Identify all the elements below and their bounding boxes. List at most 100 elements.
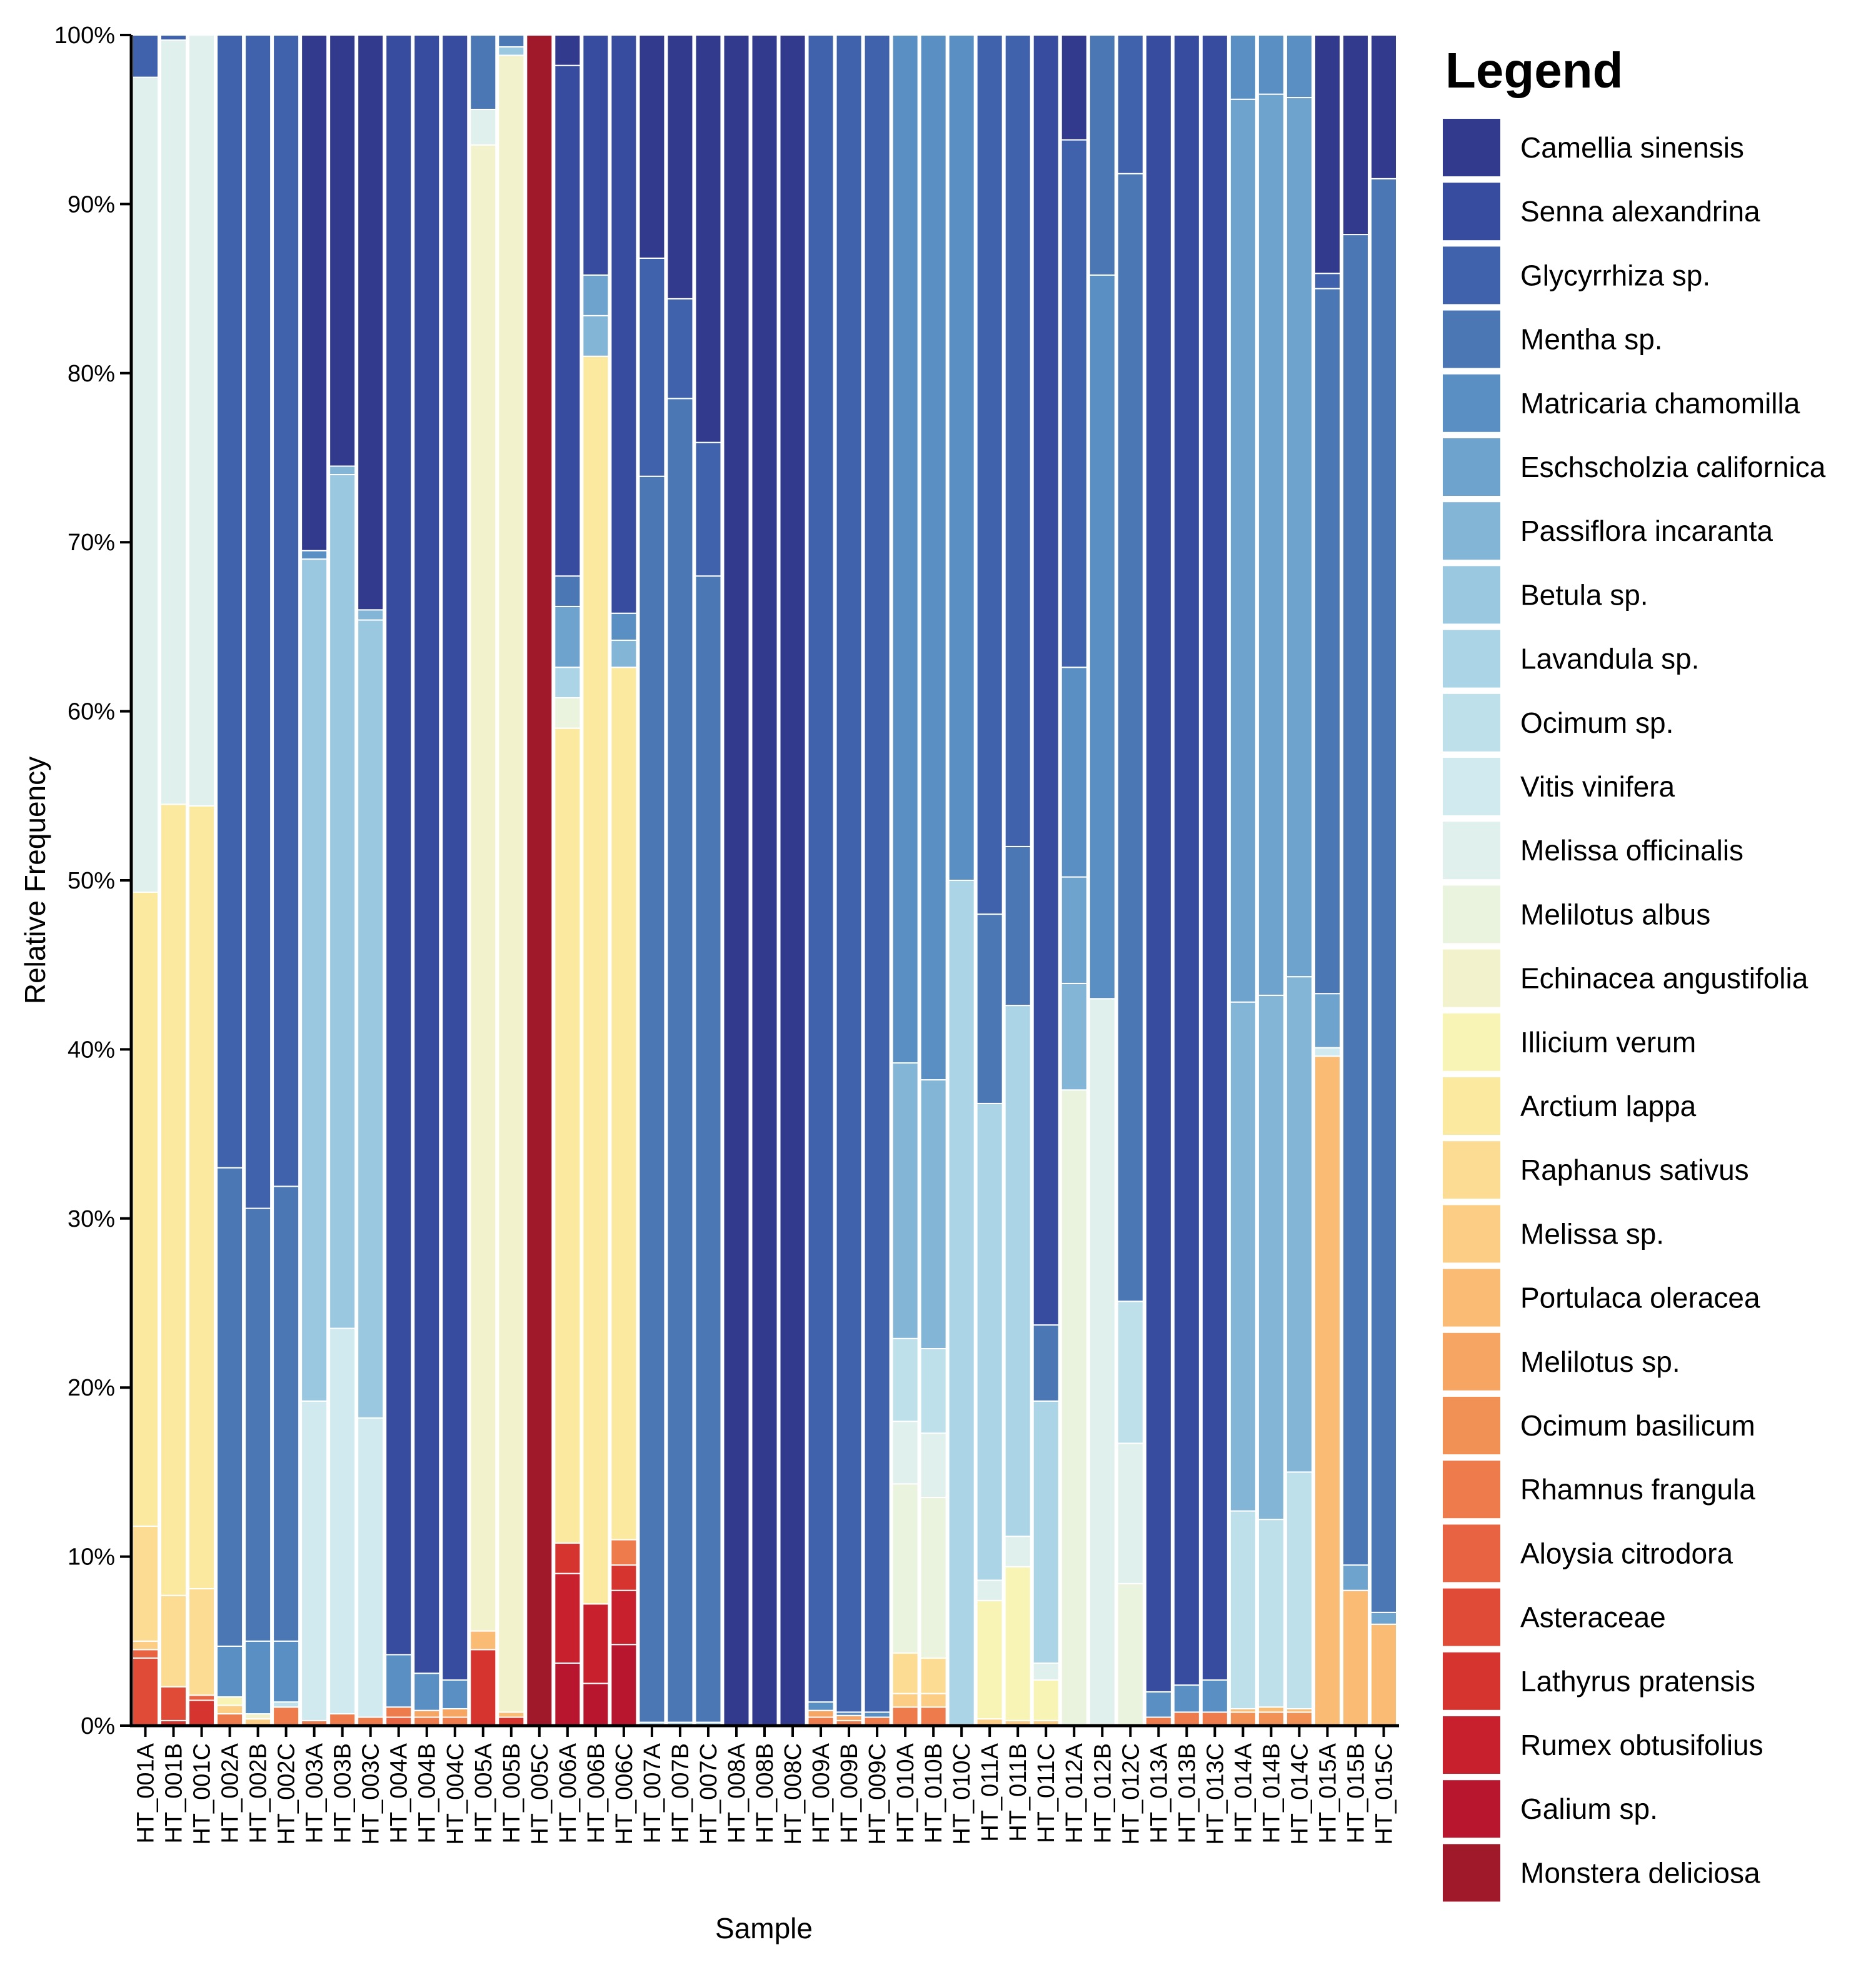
x-tick-label: HT_010B — [921, 1743, 947, 1844]
bar-segment — [1032, 1662, 1060, 1681]
legend-label: Lathyrus pratensis — [1520, 1665, 1755, 1698]
legend-label: Senna alexandrina — [1520, 195, 1760, 228]
bar-segment — [160, 1594, 188, 1688]
legend-swatch — [1443, 758, 1500, 815]
bar-segment — [244, 34, 272, 1209]
x-tick-label: HT_004C — [443, 1743, 469, 1845]
bar-HT_004C — [441, 34, 469, 1726]
bar-HT_015B — [1342, 34, 1369, 1726]
bar-segment — [1116, 173, 1144, 1302]
legend-label: Melissa officinalis — [1520, 834, 1743, 867]
bar-segment — [891, 1062, 919, 1339]
legend-label: Raphanus sativus — [1520, 1154, 1749, 1186]
legend-swatch — [1443, 1397, 1500, 1454]
bar-segment — [498, 34, 525, 48]
bar-segment — [273, 1706, 300, 1727]
bar-HT_012B — [1088, 34, 1116, 1726]
bar-segment — [1060, 876, 1088, 984]
x-tick-label: HT_001C — [189, 1743, 216, 1845]
legend-label: Melilotus sp. — [1520, 1346, 1680, 1378]
bar-segment — [301, 550, 328, 560]
legend-item: Passiflora incaranta — [1443, 502, 1773, 560]
legend: Legend Camellia sinensis Senna alexandrin… — [1443, 43, 1826, 1902]
bar-HT_007A — [638, 34, 666, 1727]
legend-item: Rhamnus frangula — [1443, 1461, 1755, 1519]
x-tick-label: HT_002B — [246, 1743, 272, 1844]
bar-segment — [1060, 139, 1088, 668]
bar-segment — [216, 1645, 244, 1698]
bar-segment — [469, 34, 497, 110]
legend-swatch — [1443, 310, 1500, 368]
bar-segment — [1229, 1711, 1257, 1726]
bar-segment — [329, 465, 356, 476]
bar-HT_008C — [779, 34, 806, 1726]
bar-segment — [498, 1711, 525, 1718]
x-tick-label: HT_008B — [752, 1743, 778, 1844]
bar-segment — [216, 1167, 244, 1647]
legend-swatch — [1443, 1013, 1500, 1071]
legend-item: Ocimum basilicum — [1443, 1397, 1755, 1454]
y-tick-label: 20% — [68, 1375, 115, 1401]
bar-segment — [582, 1683, 609, 1726]
bar-HT_002C — [273, 34, 300, 1727]
bar-segment — [554, 605, 581, 668]
bar-segment — [329, 1713, 356, 1727]
bar-segment — [1004, 1536, 1031, 1567]
x-tick-label: HT_006C — [611, 1743, 638, 1845]
x-tick-label: HT_011B — [1005, 1743, 1031, 1842]
bar-segment — [1173, 1684, 1200, 1713]
x-tick-label: HT_015A — [1315, 1743, 1341, 1843]
bar-HT_012C — [1116, 34, 1144, 1727]
bar-segment — [469, 108, 497, 146]
x-tick-label: HT_013A — [1146, 1743, 1172, 1843]
bar-segment — [1060, 1089, 1088, 1726]
bar-segment — [1285, 976, 1313, 1473]
bar-segment — [554, 1662, 581, 1726]
bar-segment — [1060, 982, 1088, 1091]
legend-swatch — [1443, 119, 1500, 176]
bar-segment — [1313, 1055, 1341, 1726]
bar-segment — [329, 34, 356, 467]
x-tick-label: HT_001A — [133, 1743, 159, 1843]
bar-segment — [582, 355, 609, 1605]
y-tick-label: 10% — [68, 1544, 115, 1571]
legend-swatch — [1443, 1269, 1500, 1327]
bar-segment — [863, 1711, 891, 1718]
bar-segment — [554, 697, 581, 729]
bar-segment — [216, 34, 244, 1169]
bar-HT_004B — [413, 34, 441, 1726]
bar-segment — [469, 1630, 497, 1651]
bar-segment — [1229, 98, 1257, 1003]
legend-label: Passiflora incaranta — [1520, 515, 1773, 547]
x-tick-label: HT_013B — [1174, 1743, 1200, 1844]
bar-segment — [976, 1599, 1003, 1720]
bar-segment — [863, 34, 891, 1713]
bar-HT_010B — [920, 34, 947, 1727]
bar-HT_014C — [1285, 34, 1313, 1726]
bar-HT_006A — [554, 34, 581, 1726]
bar-segment — [638, 475, 666, 1723]
legend-title: Legend — [1445, 43, 1623, 98]
x-tick-label: HT_004A — [386, 1743, 413, 1843]
x-axis-label: Sample — [715, 1912, 813, 1944]
bar-segment — [610, 34, 638, 614]
x-tick-label: HT_006A — [555, 1743, 581, 1843]
legend-swatch — [1443, 246, 1500, 304]
x-tick-label: HT_005A — [471, 1743, 497, 1843]
bar-HT_002B — [244, 34, 272, 1727]
bar-segment — [1370, 1623, 1398, 1727]
bar-segment — [188, 1587, 216, 1696]
bar-HT_006B — [582, 34, 609, 1726]
x-tick-label: HT_008A — [724, 1743, 750, 1843]
y-tick-label: 50% — [68, 868, 115, 894]
bar-segment — [132, 1640, 159, 1651]
bar-segment — [132, 891, 159, 1527]
legend-item: Arctium lappa — [1443, 1077, 1697, 1135]
bar-segment — [891, 1652, 919, 1694]
bar-segment — [469, 144, 497, 1632]
bar-segment — [1257, 1711, 1285, 1726]
legend-label: Portulaca oleracea — [1520, 1282, 1760, 1314]
bar-segment — [1285, 34, 1313, 99]
bars-layer — [132, 34, 1398, 1727]
legend-label: Rhamnus frangula — [1520, 1473, 1755, 1506]
